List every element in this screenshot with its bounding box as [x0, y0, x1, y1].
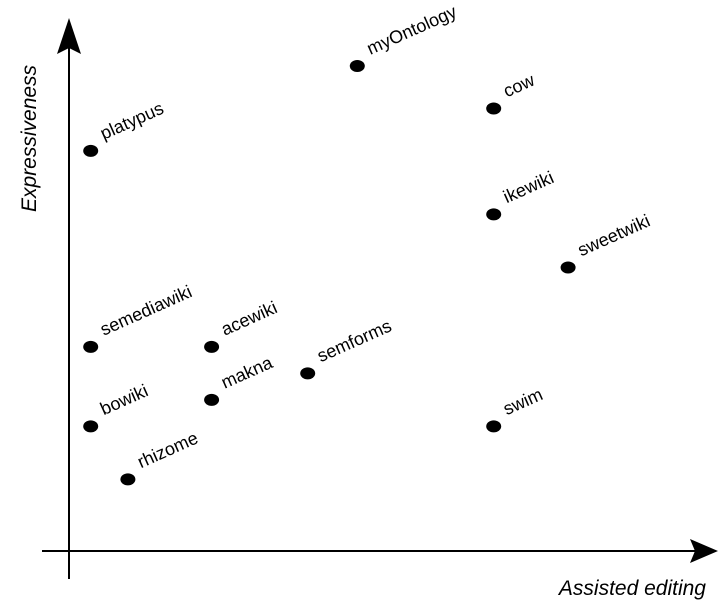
- point-label: semforms: [314, 316, 394, 366]
- point-label: makna: [218, 352, 276, 393]
- point-marker: [120, 473, 136, 486]
- y-axis: [57, 18, 81, 579]
- data-point-semforms: semforms: [300, 316, 395, 380]
- point-marker: [204, 393, 220, 406]
- x-axis-label: Assisted editing: [557, 577, 706, 600]
- point-marker: [83, 420, 99, 433]
- data-point-acewiki: acewiki: [204, 297, 280, 353]
- data-point-myOntology: myOntology: [349, 1, 460, 72]
- point-marker: [349, 60, 365, 72]
- data-point-platypus: platypus: [83, 98, 167, 157]
- point-label: cow: [500, 69, 538, 101]
- data-point-semediawiki: semediawiki: [83, 281, 195, 353]
- point-marker: [486, 102, 502, 115]
- point-label: bowiki: [97, 380, 151, 419]
- data-point-makna: makna: [204, 352, 276, 406]
- point-label: sweetwiki: [575, 211, 654, 261]
- point-marker: [83, 144, 99, 157]
- point-label: ikewiki: [500, 167, 557, 207]
- y-axis-label: Expressiveness: [18, 64, 41, 212]
- x-axis-arrow: [690, 539, 718, 563]
- x-axis: [42, 539, 718, 563]
- point-marker: [204, 340, 220, 353]
- point-label: rhizome: [134, 428, 201, 472]
- data-point-sweetwiki: sweetwiki: [560, 211, 654, 274]
- point-label: swim: [500, 384, 546, 419]
- point-marker: [486, 208, 502, 221]
- point-marker: [560, 261, 576, 274]
- point-label: platypus: [97, 98, 166, 144]
- data-point-cow: cow: [486, 69, 538, 115]
- points-layer: myOntology cow platypus ikewiki sweetwiki sem…: [83, 1, 654, 486]
- point-marker: [83, 340, 99, 353]
- point-marker: [486, 420, 502, 433]
- data-point-bowiki: bowiki: [83, 380, 151, 433]
- point-label: myOntology: [364, 1, 460, 58]
- data-point-ikewiki: ikewiki: [486, 167, 557, 221]
- point-label: acewiki: [218, 297, 280, 339]
- point-label: semediawiki: [97, 281, 195, 339]
- data-point-rhizome: rhizome: [120, 428, 201, 486]
- y-axis-arrow: [57, 18, 81, 54]
- data-point-swim: swim: [486, 384, 546, 433]
- point-marker: [300, 367, 316, 380]
